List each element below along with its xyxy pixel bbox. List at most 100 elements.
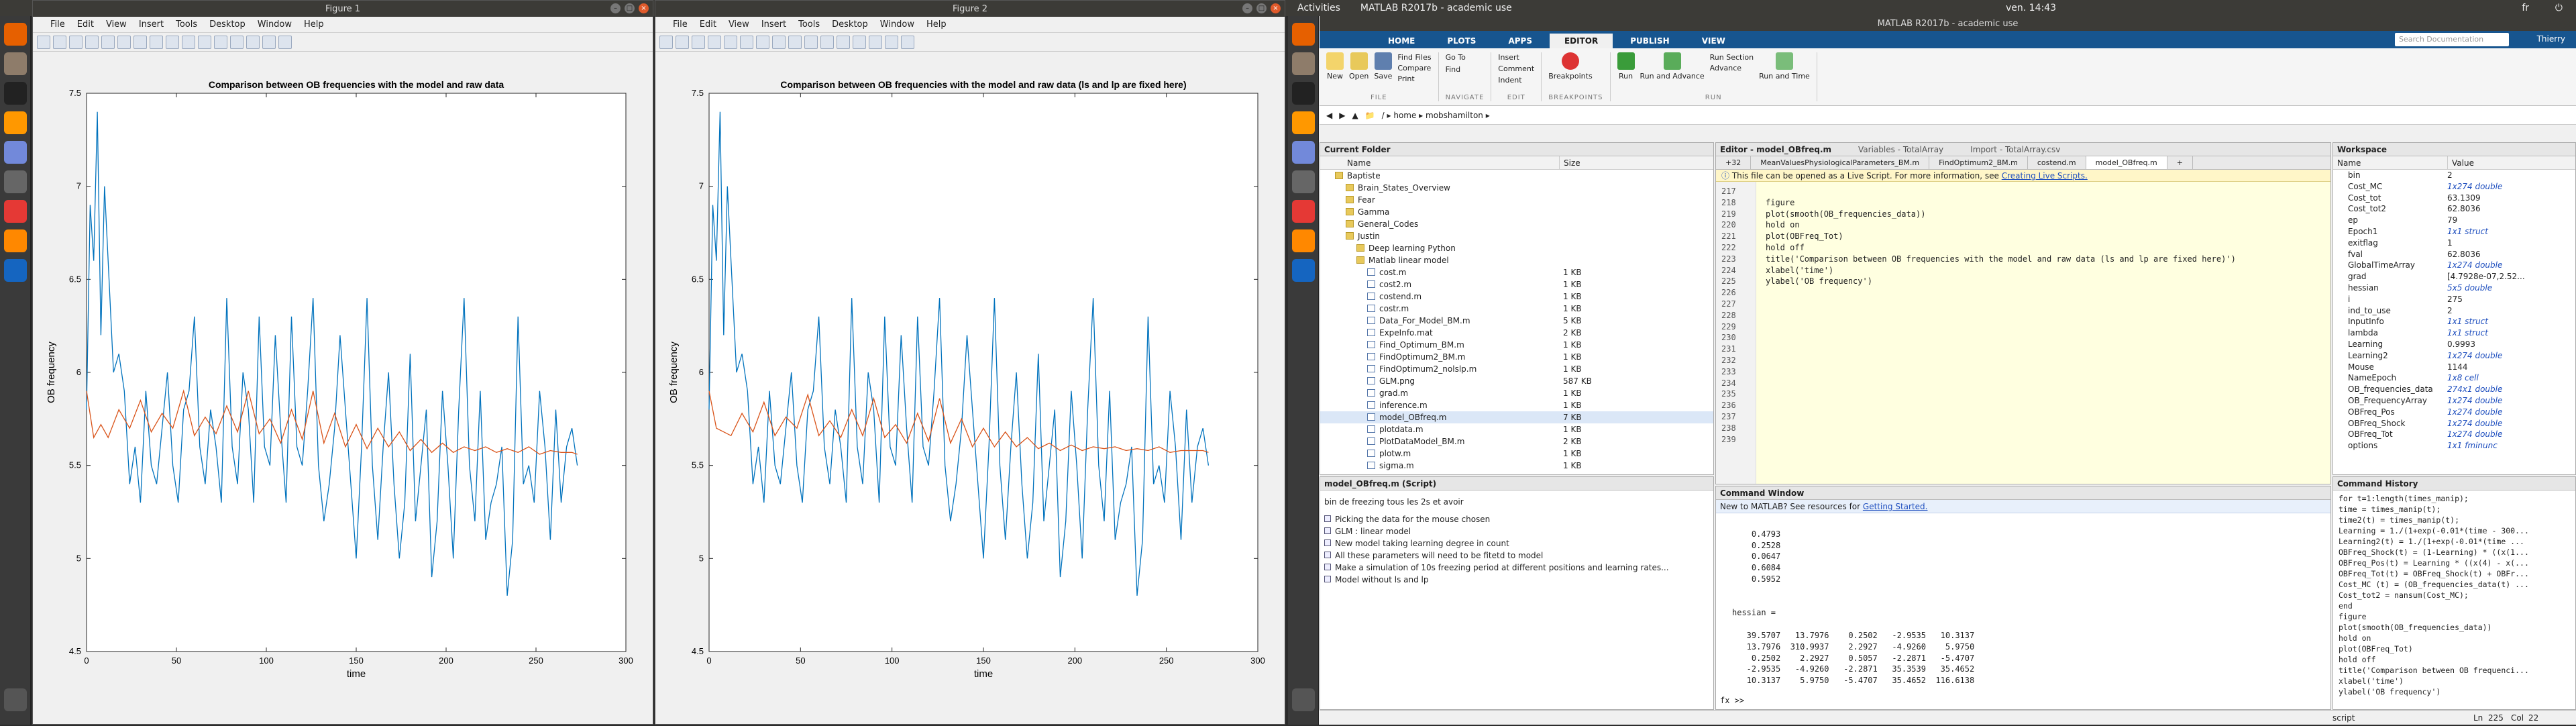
find-button[interactable]: Find (1445, 65, 1461, 74)
editor-tab[interactable]: +32 (1716, 156, 1752, 169)
ws-col-name[interactable]: Name (2337, 158, 2361, 168)
discord-icon[interactable] (1292, 141, 1315, 164)
menu-insert[interactable]: Insert (761, 19, 787, 30)
workspace-row[interactable]: Learning2 1x274 double (2333, 350, 2575, 362)
brush-icon[interactable] (820, 35, 834, 49)
code-line[interactable] (1766, 378, 2330, 389)
folder-row[interactable]: cost2.m 1 KB (1320, 278, 1713, 291)
history-line[interactable]: plot(smooth(OB_frequencies_data)) (2339, 623, 2492, 632)
screenshot-icon[interactable] (1292, 170, 1315, 193)
new-figure-icon[interactable] (37, 35, 50, 49)
folder-row[interactable]: FindOptimum2_BM.m 1 KB (1320, 351, 1713, 363)
tab-view[interactable]: VIEW (1701, 36, 1725, 46)
indent-button[interactable]: Indent (1498, 76, 1522, 85)
code-line[interactable]: hold on (1766, 220, 1800, 230)
history-line[interactable]: for t=1:length(times_manip); (2339, 494, 2469, 503)
sublime-icon[interactable] (1292, 111, 1315, 134)
folder-row[interactable]: model_OBfreq.m 7 KB (1320, 411, 1713, 423)
folder-row[interactable]: Fear (1320, 194, 1713, 206)
workspace-row[interactable]: OB_frequencies_data 274x1 double (2333, 384, 2575, 395)
tab-home[interactable]: HOME (1388, 36, 1415, 46)
history-line[interactable]: OBFreq_Tot(t) = OBFreq_Shock(t) + OBFr..… (2339, 569, 2529, 578)
code-line[interactable] (1766, 388, 2330, 400)
minimize-icon[interactable]: – (610, 3, 621, 13)
maximize-icon[interactable]: □ (625, 3, 635, 13)
link-icon[interactable] (837, 35, 850, 49)
hide-plot-tools-icon[interactable] (262, 35, 276, 49)
code-line[interactable] (1766, 355, 2330, 366)
user-name[interactable]: Thierry (2536, 34, 2565, 44)
zoom-in-icon[interactable] (740, 35, 753, 49)
history-line[interactable]: hold on (2339, 633, 2371, 643)
folder-row[interactable]: Data_For_Model_BM.m 5 KB (1320, 315, 1713, 327)
code-line[interactable]: plot(smooth(OB_frequencies_data)) (1766, 209, 1926, 219)
tab-plots[interactable]: PLOTS (1447, 36, 1477, 46)
history-line[interactable]: Learning = 1./(1+exp(-0.01*(time - 300..… (2339, 526, 2529, 535)
folder-row[interactable]: Gamma (1320, 206, 1713, 218)
folder-row[interactable]: Matlab linear model (1320, 254, 1713, 266)
folder-row[interactable]: inference.m 1 KB (1320, 399, 1713, 411)
zoom-in-icon[interactable] (117, 35, 131, 49)
power-icon[interactable]: ⏻ (2555, 3, 2563, 13)
save-icon[interactable] (692, 35, 705, 49)
maximize-icon[interactable]: □ (1256, 3, 1267, 13)
figure2-titlebar[interactable]: Figure 2 – □ × (655, 1, 1285, 17)
open-button[interactable]: Open (1349, 52, 1368, 85)
menu-view[interactable]: View (728, 19, 749, 30)
history-line[interactable]: title('Comparison between OB frequenci..… (2339, 666, 2529, 675)
matlab-icon[interactable] (4, 259, 27, 282)
workspace-row[interactable]: Cost_tot 63.1309 (2333, 193, 2575, 204)
editor-tab[interactable]: FindOptimum2_BM.m (1929, 156, 2028, 169)
code-line[interactable]: hold off (1766, 242, 1805, 252)
show-plot-tools-icon[interactable] (901, 35, 914, 49)
code-line[interactable] (1766, 400, 2330, 411)
new-figure-icon[interactable] (659, 35, 673, 49)
code-line[interactable] (1766, 332, 2330, 344)
clock[interactable]: ven. 14:43 (2006, 3, 2057, 13)
anydesk-icon[interactable] (4, 200, 27, 223)
brush-icon[interactable] (198, 35, 211, 49)
new-button[interactable]: New (1326, 52, 1344, 85)
history-line[interactable]: Learning2(t) = 1./(1+exp(-0.01*(time ... (2339, 537, 2524, 546)
folder-row[interactable]: Find_Optimum_BM.m 1 KB (1320, 339, 1713, 351)
workspace-row[interactable]: NameEpoch 1x8 cell (2333, 372, 2575, 384)
folder-row[interactable]: plotw.m 1 KB (1320, 448, 1713, 460)
workspace-row[interactable]: options 1x1 fminunc (2333, 440, 2575, 452)
legend-icon[interactable] (246, 35, 260, 49)
matlab-icon[interactable] (1292, 259, 1315, 282)
history-line[interactable]: plot(OBFreq_Tot) (2339, 644, 2413, 654)
vlc-icon[interactable] (1292, 229, 1315, 252)
close-icon[interactable]: × (639, 3, 649, 13)
screenshot-icon[interactable] (4, 170, 27, 193)
anydesk-icon[interactable] (1292, 200, 1315, 223)
code-line[interactable] (1766, 366, 2330, 378)
folder-row[interactable]: GLM.png 587 KB (1320, 375, 1713, 387)
compare-button[interactable]: Compare (1397, 64, 1432, 72)
language-indicator[interactable]: fr (2522, 3, 2529, 13)
workspace-row[interactable]: Cost_tot2 62.8036 (2333, 203, 2575, 215)
data-cursor-icon[interactable] (804, 35, 818, 49)
tab-publish[interactable]: PUBLISH (1630, 36, 1670, 46)
data-cursor-icon[interactable] (182, 35, 195, 49)
history-line[interactable]: Cost_tot2 = nansum(Cost_MC); (2339, 590, 2469, 600)
section-item[interactable]: Model without ls and lp (1324, 574, 1713, 586)
workspace-row[interactable]: ind_to_use 2 (2333, 305, 2575, 317)
workspace-row[interactable]: ep 79 (2333, 215, 2575, 226)
folder-row[interactable]: grad.m 1 KB (1320, 387, 1713, 399)
history-line[interactable]: Cost_MC (t) = (OB_frequencies_data(t) ..… (2339, 580, 2529, 589)
code-line[interactable] (1766, 344, 2330, 355)
minimize-icon[interactable]: – (1242, 3, 1252, 13)
pointer-icon[interactable] (724, 35, 737, 49)
code-line[interactable]: xlabel('time') (1766, 265, 1834, 275)
files-icon[interactable] (4, 52, 27, 75)
menu-file[interactable]: File (50, 19, 65, 30)
code-line[interactable] (1766, 186, 2330, 197)
workspace-row[interactable]: grad [4.7928e-07,2.52... (2333, 271, 2575, 282)
menu-desktop[interactable]: Desktop (209, 19, 246, 30)
col-size[interactable]: Size (1559, 156, 1713, 169)
folder-row[interactable]: PlotDataModel_BM.m 2 KB (1320, 435, 1713, 448)
tab-editor[interactable]: EDITOR (1549, 34, 1613, 48)
discord-icon[interactable] (4, 141, 27, 164)
folder-row[interactable]: ExpeInfo.mat 2 KB (1320, 327, 1713, 339)
workspace-row[interactable]: Learning 0.9993 (2333, 339, 2575, 350)
